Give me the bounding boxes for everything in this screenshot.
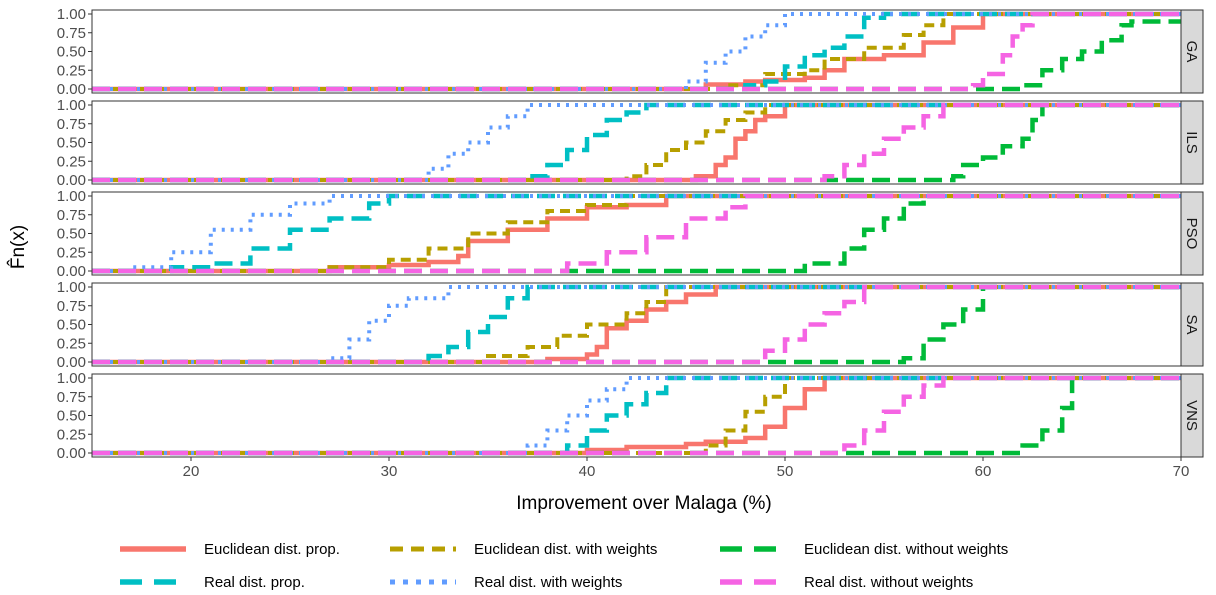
legend-label: Euclidean dist. prop. [204, 541, 340, 558]
legend-item: Euclidean dist. without weights [720, 541, 1008, 558]
series-line-vns-1 [92, 375, 1181, 456]
y-tick-label: 0.50 [57, 226, 86, 243]
legend-item: Real dist. prop. [120, 574, 305, 591]
y-tick-label: 0.75 [57, 116, 86, 133]
y-tick-label: 0.25 [57, 244, 86, 261]
panel-background [92, 101, 1181, 184]
series-line-ils-3 [92, 102, 1181, 183]
panel-pso: PSO 0.00 0.250.50 0.75 1.00 [57, 188, 1204, 280]
legend: Euclidean dist. prop. Euclidean dist. wit… [120, 541, 1008, 591]
x-axis-title: Improvement over Malaga (%) [516, 493, 772, 514]
series-line-vns-6 [92, 375, 1181, 456]
y-tick-label: 0.75 [57, 207, 86, 224]
series-line-vns-3 [92, 375, 1181, 456]
y-tick-label: 1.00 [57, 370, 86, 387]
series-line-ga-3 [92, 19, 1181, 92]
facet-strip [1180, 282, 1204, 367]
legend-item: Euclidean dist. with weights [390, 541, 657, 558]
legend-label: Euclidean dist. without weights [804, 541, 1008, 558]
y-axis-title: F̂n(x) [7, 225, 29, 269]
series-line-sa-3 [92, 284, 1181, 365]
panel-ga: GA 0.00 0.250.50 0.75 1.00 [57, 6, 1204, 98]
y-tick-label: 0.25 [57, 335, 86, 352]
x-tick-label: 30 [381, 463, 398, 480]
y-tick-label: 0.00 [57, 263, 86, 280]
facet-strip [1180, 373, 1204, 458]
y-tick-label: 0.00 [57, 81, 86, 98]
y-tick-label: 0.75 [57, 298, 86, 315]
y-tick-label: 1.00 [57, 97, 86, 114]
legend-label: Euclidean dist. with weights [474, 541, 657, 558]
series-line-sa-1 [92, 284, 1181, 365]
panel-vns: VNS 0.00 0.250.50 0.75 1.00 [57, 370, 1204, 462]
series-line-ga-6 [92, 11, 1181, 92]
y-tick-label: 0.50 [57, 135, 86, 152]
series-line-pso-2 [92, 194, 1181, 273]
series-line-vns-4 [92, 375, 1181, 456]
series-line-ga-5 [92, 12, 1181, 91]
series-line-ils-2 [92, 103, 1181, 182]
y-tick-label: 0.00 [57, 354, 86, 371]
legend-label: Real dist. prop. [204, 574, 305, 591]
facet-strip-label: SA [1183, 314, 1200, 334]
panel-sa: SA 0.00 0.250.50 0.75 1.00 [57, 279, 1204, 371]
legend-item: Real dist. without weights [720, 574, 973, 591]
series-line-sa-4 [92, 284, 1181, 365]
series-line-sa-6 [92, 284, 1181, 365]
y-tick-label: 1.00 [57, 279, 86, 296]
series-line-pso-3 [92, 193, 1181, 274]
facet-strip-label: VNS [1183, 400, 1200, 431]
x-tick-label: 60 [975, 463, 992, 480]
facet-strip [1180, 100, 1204, 185]
y-tick-label: 0.75 [57, 25, 86, 42]
facet-strip-label: ILS [1183, 131, 1200, 154]
legend-item: Real dist. with weights [390, 574, 622, 591]
series-line-ils-1 [92, 102, 1181, 183]
y-tick-label: 0.50 [57, 44, 86, 61]
series-line-ils-6 [92, 102, 1181, 183]
legend-label: Real dist. without weights [804, 574, 973, 591]
x-tick-label: 70 [1173, 463, 1190, 480]
y-tick-label: 0.25 [57, 153, 86, 170]
x-tick-label: 40 [579, 463, 596, 480]
series-line-sa-5 [92, 285, 1181, 364]
panel-background [92, 283, 1181, 366]
facet-strip [1180, 191, 1204, 276]
y-tick-label: 0.25 [57, 62, 86, 79]
x-tick-label: 20 [183, 463, 200, 480]
y-tick-label: 0.75 [57, 389, 86, 406]
x-axis: 20 30 40 50 60 70 [183, 457, 1190, 480]
series-line-sa-2 [92, 285, 1181, 364]
y-tick-label: 1.00 [57, 188, 86, 205]
y-tick-label: 1.00 [57, 6, 86, 23]
panel-background [92, 374, 1181, 457]
panel-background [92, 10, 1181, 93]
series-line-ils-4 [92, 102, 1181, 183]
y-tick-label: 0.50 [57, 408, 86, 425]
legend-item: Euclidean dist. prop. [120, 541, 340, 558]
y-tick-label: 0.00 [57, 445, 86, 462]
x-tick-label: 50 [777, 463, 794, 480]
facet-strip [1180, 9, 1204, 94]
legend-label: Real dist. with weights [474, 574, 622, 591]
facet-panels: GA0.000.250.500.751.00ILS0.000.250.500.7… [57, 6, 1204, 462]
panel-ils: ILS 0.00 0.250.50 0.75 1.00 [57, 97, 1204, 189]
y-tick-label: 0.50 [57, 317, 86, 334]
series-line-pso-6 [92, 193, 1181, 274]
y-tick-label: 0.25 [57, 426, 86, 443]
y-tick-label: 0.00 [57, 172, 86, 189]
facet-strip-label: PSO [1183, 218, 1200, 250]
facet-strip-label: GA [1183, 41, 1200, 63]
series-line-pso-5 [92, 194, 1181, 273]
series-line-ga-4 [92, 11, 1181, 92]
